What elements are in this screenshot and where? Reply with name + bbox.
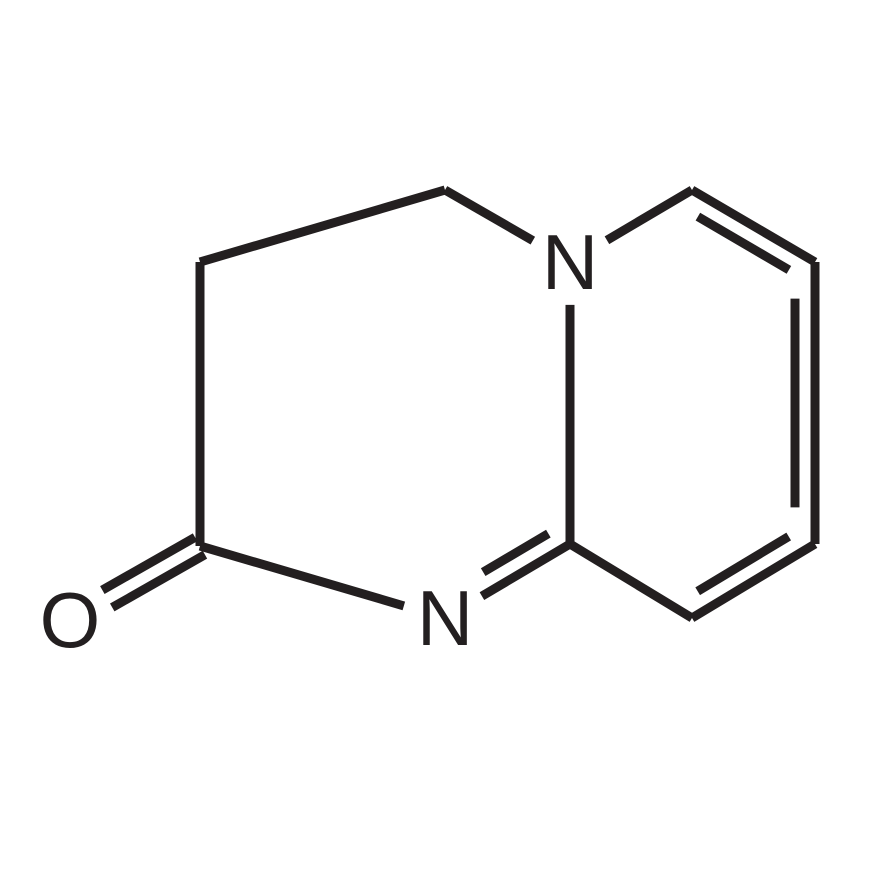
svg-text:N: N <box>542 218 598 306</box>
svg-text:N: N <box>417 574 473 662</box>
molecule-diagram: N N O <box>0 0 890 890</box>
svg-text:O: O <box>40 576 101 664</box>
